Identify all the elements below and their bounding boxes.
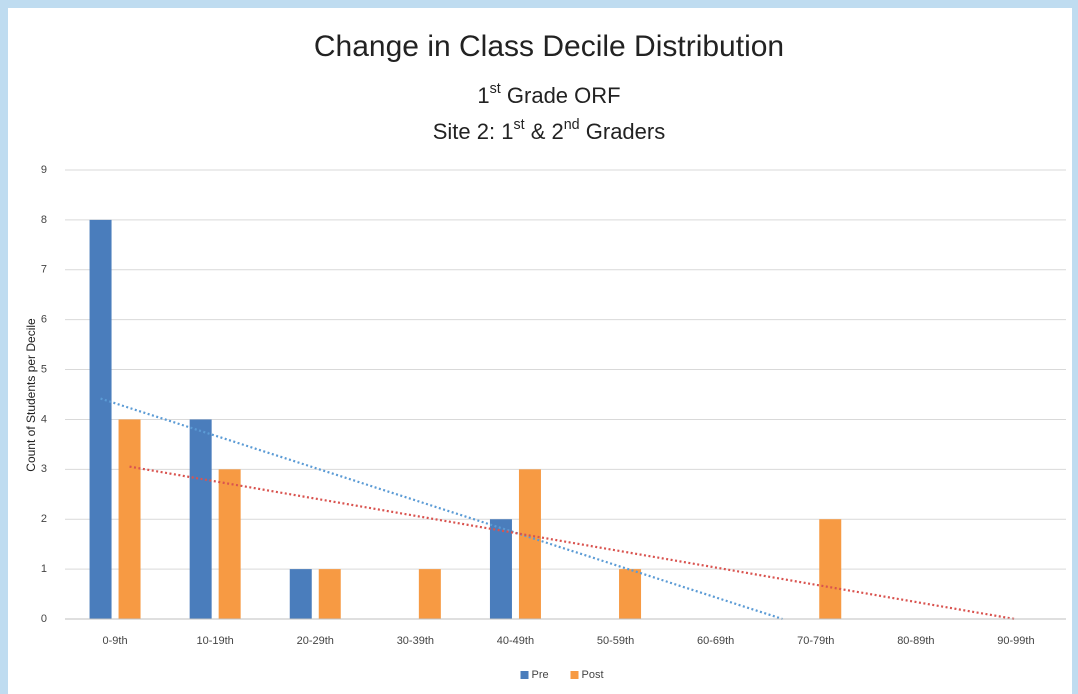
chart-subtitle: 1st Grade ORF <box>477 81 620 108</box>
x-tick-label: 80-89th <box>897 635 934 647</box>
bar <box>118 419 141 619</box>
bar <box>418 569 441 619</box>
y-tick-label: 4 <box>41 413 47 425</box>
bar <box>289 569 312 619</box>
y-tick-label: 5 <box>41 363 47 375</box>
bar <box>819 519 842 619</box>
y-tick-label: 3 <box>41 463 47 475</box>
y-tick-label: 9 <box>41 164 47 176</box>
bar <box>218 469 241 619</box>
legend-swatch <box>520 671 529 679</box>
x-tick-label: 0-9th <box>103 635 128 647</box>
x-tick-label: 20-29th <box>297 635 334 647</box>
trendline <box>129 465 1015 621</box>
bar <box>89 219 112 619</box>
bar <box>518 469 541 619</box>
x-tick-label: 60-69th <box>697 635 734 647</box>
x-tick-label: 30-39th <box>397 635 434 647</box>
y-tick-label: 6 <box>41 314 47 326</box>
chart-title: Change in Class Decile Distribution <box>314 30 784 63</box>
bar <box>189 419 212 619</box>
y-tick-label: 0 <box>41 613 47 625</box>
bar <box>318 569 341 619</box>
x-tick-label: 90-99th <box>997 635 1034 647</box>
y-tick-label: 7 <box>41 264 47 276</box>
legend-swatch <box>570 671 579 679</box>
x-tick-label: 50-59th <box>597 635 634 647</box>
y-tick-label: 2 <box>41 513 47 525</box>
y-tick-label: 8 <box>41 214 47 226</box>
legend-label: Pre <box>532 669 549 681</box>
bar <box>489 519 512 619</box>
x-tick-label: 10-19th <box>196 635 233 647</box>
legend-label: Post <box>582 669 604 681</box>
y-axis-label: Count of Students per Decile <box>24 318 38 472</box>
chart-subtitle: Site 2: 1st & 2nd Graders <box>433 117 665 144</box>
x-tick-label: 70-79th <box>797 635 834 647</box>
x-tick-label: 40-49th <box>497 635 534 647</box>
y-tick-label: 1 <box>41 563 47 575</box>
bar <box>619 569 642 619</box>
